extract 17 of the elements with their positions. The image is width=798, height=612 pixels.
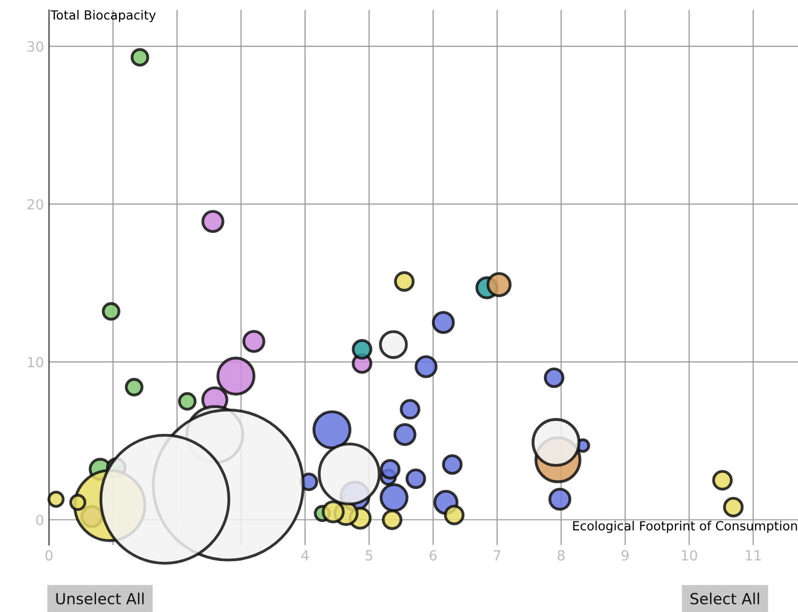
y-tick-label: 30	[28, 41, 44, 52]
text: Unselect All	[56, 592, 144, 604]
y-tick-label: 20	[27, 199, 44, 210]
x-tick-label: 10	[682, 550, 698, 561]
x-tick-label: 11	[746, 550, 761, 560]
y-axis-title: Total Biocapacity	[50, 10, 156, 22]
x-tick-label: 9	[622, 550, 629, 561]
x-tick-label: 8	[558, 550, 565, 561]
y-tick-label: 10	[28, 356, 44, 368]
x-axis-title: Ecological Footprint of Consumption	[573, 520, 797, 533]
x-tick-label: 6	[430, 550, 437, 561]
x-tick-label: 4	[301, 550, 309, 560]
x-tick-label: 5	[366, 550, 372, 561]
x-tick-label: 0	[45, 550, 52, 561]
text: Select All	[690, 592, 760, 604]
x-tick-label: 7	[494, 550, 500, 560]
y-tick-label: 0	[36, 514, 44, 526]
